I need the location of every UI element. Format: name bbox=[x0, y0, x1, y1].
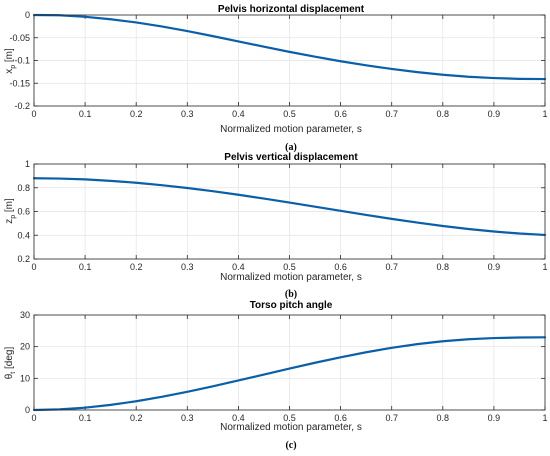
x-tick-label: 0.4 bbox=[232, 262, 245, 272]
y-tick-label: -0.1 bbox=[14, 56, 30, 66]
x-tick-label: 0.6 bbox=[334, 262, 347, 272]
panel-c-ytick-labels: 0 10 20 30 bbox=[20, 310, 30, 415]
y-tick-label: 0 bbox=[25, 405, 30, 415]
panel-c-caption: (c) bbox=[285, 440, 296, 451]
panel-b-ylabel: zp [m] bbox=[4, 198, 17, 224]
x-tick-label: 1 bbox=[542, 262, 547, 272]
x-tick-label: 0.5 bbox=[283, 109, 296, 119]
panel-a-ylabel: xp [m] bbox=[4, 48, 17, 74]
panel-b-series-line bbox=[32, 177, 547, 237]
panel-c: Torso pitch angle 0 0.1 0.2 0.3 0.4 0.5 0.6 0.7… bbox=[4, 300, 548, 451]
x-tick-label: 0 bbox=[31, 413, 36, 423]
panel-a-ylabel-sub: p bbox=[10, 65, 17, 69]
x-tick-label: 0.9 bbox=[488, 413, 501, 423]
panel-b-ylabel-main: z bbox=[4, 219, 15, 224]
x-tick-label: 0.8 bbox=[437, 109, 450, 119]
panel-a-series-line bbox=[32, 13, 547, 81]
panel-c-series-line bbox=[32, 336, 547, 412]
panel-a-caption: (a) bbox=[285, 142, 297, 153]
panel-a: Pelvis horizontal displacement 0 0.1 0.2 0.… bbox=[4, 4, 548, 153]
panel-a-ylabel-main: x bbox=[4, 69, 15, 74]
panel-b-ylabel-sub: p bbox=[10, 215, 17, 219]
x-tick-label: 0.3 bbox=[181, 109, 194, 119]
x-tick-label: 0.7 bbox=[385, 262, 398, 272]
x-tick-label: 0.6 bbox=[334, 109, 347, 119]
x-tick-label: 0.2 bbox=[130, 109, 143, 119]
x-tick-label: 0.9 bbox=[488, 109, 501, 119]
panel-a-xlabel: Normalized motion parameter, s bbox=[220, 124, 362, 135]
x-tick-label: 0.1 bbox=[79, 109, 92, 119]
panel-b-frame bbox=[33, 163, 546, 260]
panel-a-ylabel-unit: [m] bbox=[4, 48, 15, 65]
y-tick-label: -0.15 bbox=[9, 78, 30, 88]
x-tick-label: 0.3 bbox=[181, 413, 194, 423]
x-tick-label: 0.4 bbox=[232, 109, 245, 119]
panel-b-ylabel-unit: [m] bbox=[4, 198, 15, 215]
panel-c-ylabel-sub: t bbox=[10, 372, 17, 374]
y-tick-label: 0.2 bbox=[17, 254, 30, 264]
y-tick-label: -0.05 bbox=[9, 33, 30, 43]
x-tick-label: 0.4 bbox=[232, 413, 245, 423]
panel-b-title: Pelvis vertical displacement bbox=[224, 152, 358, 163]
panel-b-caption: (b) bbox=[285, 289, 297, 300]
y-tick-label: -0.2 bbox=[14, 101, 30, 111]
panel-a-frame bbox=[33, 14, 546, 107]
panel-b-xtick-labels: 0 0.1 0.2 0.3 0.4 0.5 0.6 0.7 0.8 0.9 1 bbox=[31, 262, 547, 272]
x-tick-label: 0.5 bbox=[283, 413, 296, 423]
panel-b: Pelvis vertical displacement 0 0.1 0.2 0.3 0… bbox=[4, 152, 548, 300]
panel-a-title: Pelvis horizontal displacement bbox=[218, 4, 365, 15]
x-tick-label: 0.6 bbox=[334, 413, 347, 423]
x-tick-label: 1 bbox=[542, 413, 547, 423]
y-tick-label: 0.4 bbox=[17, 230, 30, 240]
panel-b-xlabel: Normalized motion parameter, s bbox=[220, 272, 362, 283]
panel-c-ylabel-unit: [deg] bbox=[4, 347, 15, 372]
x-tick-label: 0.7 bbox=[385, 109, 398, 119]
panel-c-frame bbox=[33, 314, 546, 411]
y-tick-label: 0.6 bbox=[17, 207, 30, 217]
panel-c-xtick-labels: 0 0.1 0.2 0.3 0.4 0.5 0.6 0.7 0.8 0.9 1 bbox=[31, 413, 547, 423]
x-tick-label: 0.9 bbox=[488, 262, 501, 272]
panel-a-xtick-labels: 0 0.1 0.2 0.3 0.4 0.5 0.6 0.7 0.8 0.9 1 bbox=[31, 109, 547, 119]
y-tick-label: 1 bbox=[25, 159, 30, 169]
y-tick-label: 0 bbox=[25, 10, 30, 20]
x-tick-label: 0.5 bbox=[283, 262, 296, 272]
y-tick-label: 20 bbox=[20, 342, 30, 352]
x-tick-label: 1 bbox=[542, 109, 547, 119]
x-tick-label: 0.8 bbox=[437, 262, 450, 272]
x-tick-label: 0 bbox=[31, 109, 36, 119]
panel-c-xlabel: Normalized motion parameter, s bbox=[220, 422, 362, 433]
x-tick-label: 0.1 bbox=[79, 262, 92, 272]
y-tick-label: 30 bbox=[20, 310, 30, 320]
panel-c-title: Torso pitch angle bbox=[250, 300, 333, 311]
x-tick-label: 0.2 bbox=[130, 262, 143, 272]
x-tick-label: 0.2 bbox=[130, 413, 143, 423]
x-tick-label: 0.8 bbox=[437, 413, 450, 423]
x-tick-label: 0.7 bbox=[385, 413, 398, 423]
panel-a-ytick-labels: -0.2 -0.15 -0.1 -0.05 0 bbox=[9, 10, 30, 111]
x-tick-label: 0.3 bbox=[181, 262, 194, 272]
y-tick-label: 10 bbox=[20, 373, 30, 383]
panel-c-ylabel: θt [deg] bbox=[4, 347, 17, 380]
x-tick-label: 0 bbox=[31, 262, 36, 272]
x-tick-label: 0.1 bbox=[79, 413, 92, 423]
panel-b-ytick-labels: 0.2 0.4 0.6 0.8 1 bbox=[17, 159, 30, 264]
panel-c-ylabel-main: θ bbox=[4, 373, 15, 379]
y-tick-label: 0.8 bbox=[17, 183, 30, 193]
